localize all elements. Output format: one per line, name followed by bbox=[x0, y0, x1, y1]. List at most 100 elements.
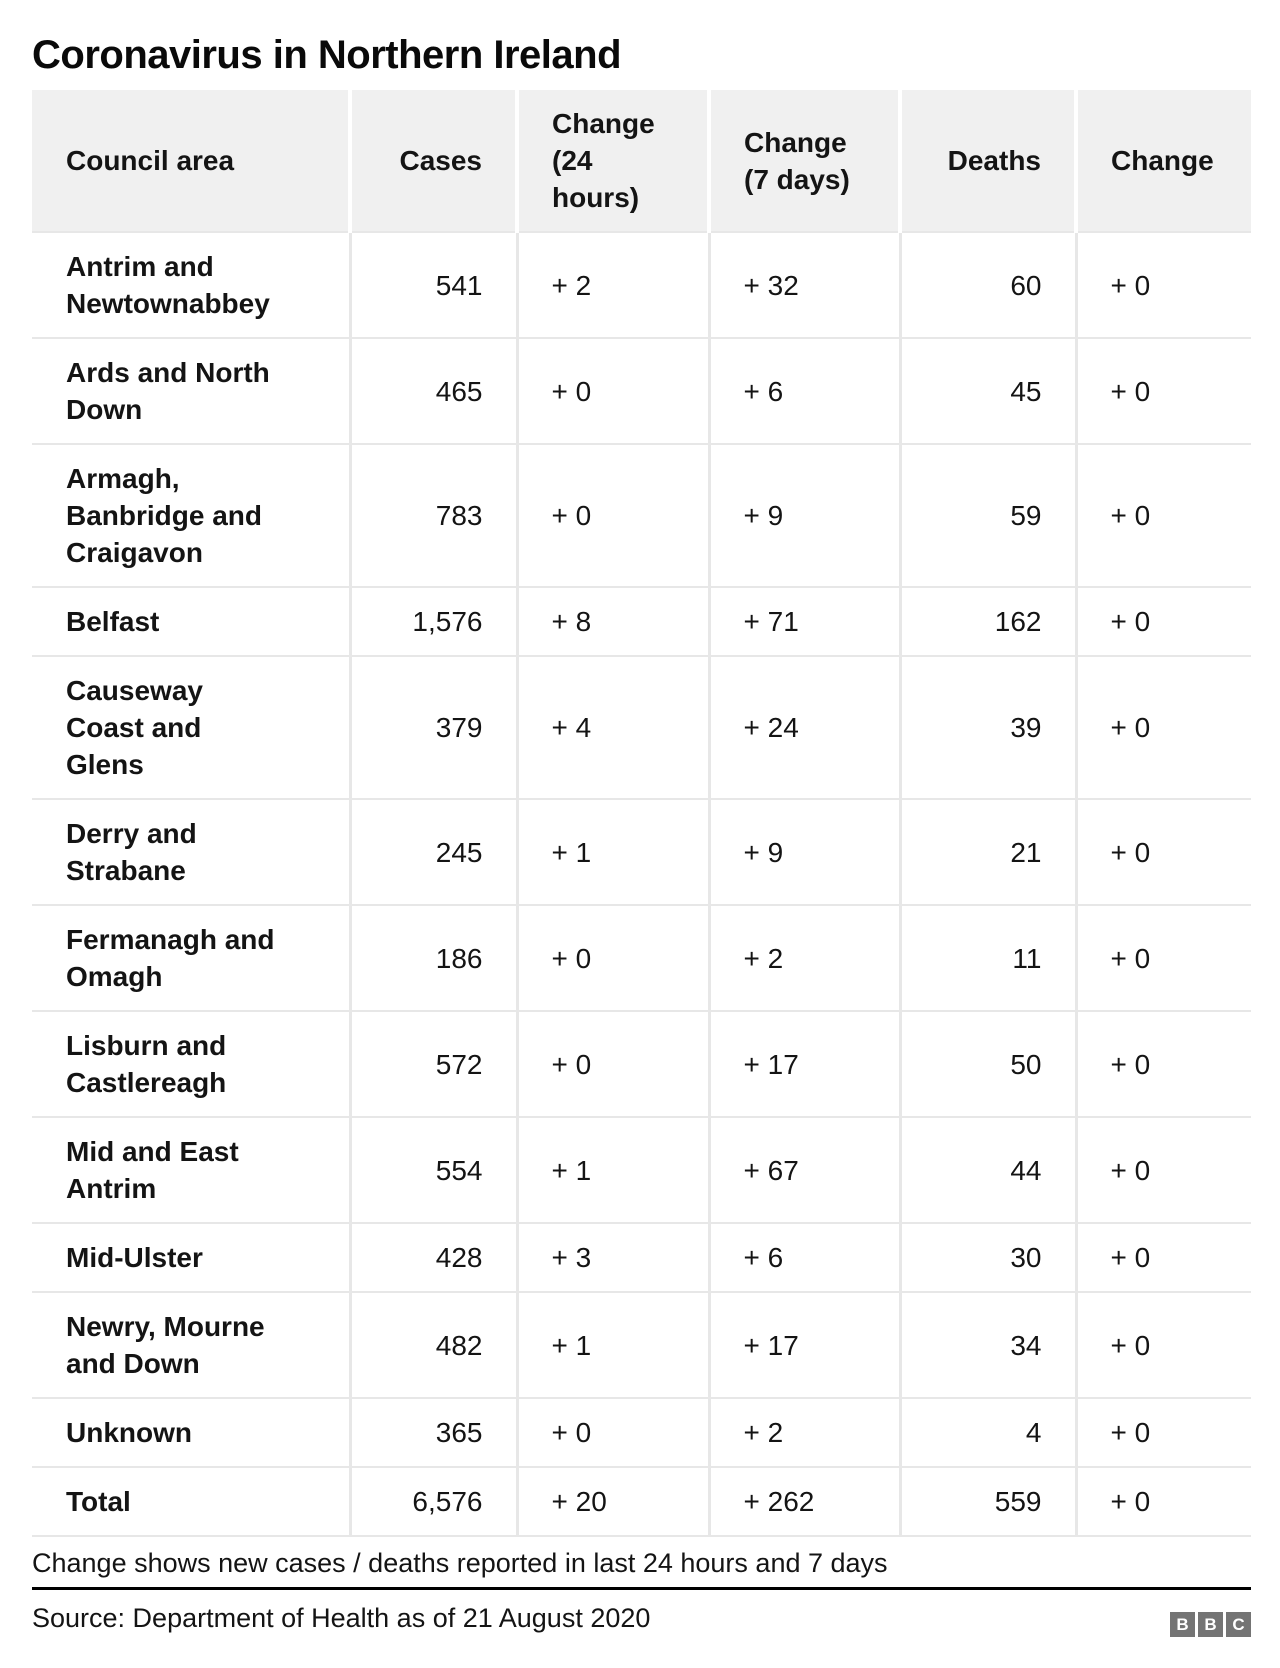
header-row: Council area Cases Change (24 hours) Cha… bbox=[32, 90, 1251, 232]
deaths-cell: 162 bbox=[898, 586, 1076, 656]
change-24h-cell: + 0 bbox=[515, 1397, 709, 1467]
divider-rule bbox=[32, 1587, 1251, 1590]
change-24h-cell: + 2 bbox=[515, 231, 709, 338]
cases-cell: 365 bbox=[348, 1397, 517, 1467]
change-24h-cell: + 0 bbox=[515, 337, 709, 444]
cases-cell: 783 bbox=[348, 443, 517, 587]
deaths-change-cell: + 0 bbox=[1074, 1010, 1251, 1117]
deaths-change-cell: + 0 bbox=[1074, 798, 1251, 905]
header-deaths-change: Change bbox=[1074, 90, 1251, 232]
deaths-cell: 34 bbox=[898, 1291, 1076, 1398]
source-text: Source: Department of Health as of 21 Au… bbox=[32, 1603, 651, 1633]
deaths-change-cell: + 0 bbox=[1074, 231, 1251, 338]
deaths-cell: 4 bbox=[898, 1397, 1076, 1467]
council-area-cell: Belfast bbox=[32, 586, 350, 656]
council-area-cell: Mid-Ulster bbox=[32, 1222, 350, 1292]
deaths-cell: 50 bbox=[898, 1010, 1076, 1117]
change-7d-cell: + 71 bbox=[707, 586, 900, 656]
cases-cell: 1,576 bbox=[348, 586, 517, 656]
page-title: Coronavirus in Northern Ireland bbox=[32, 33, 622, 77]
change-24h-cell: + 1 bbox=[515, 798, 709, 905]
table-row: Lisburn and Castlereagh 572 + 0 + 17 50 … bbox=[32, 1010, 1251, 1117]
deaths-cell: 60 bbox=[898, 231, 1076, 338]
cases-cell: 541 bbox=[348, 231, 517, 338]
change-7d-cell: + 2 bbox=[707, 904, 900, 1011]
deaths-change-cell: + 0 bbox=[1074, 1466, 1251, 1537]
change-24h-cell: + 8 bbox=[515, 586, 709, 656]
change-7d-cell: + 32 bbox=[707, 231, 900, 338]
cases-cell: 465 bbox=[348, 337, 517, 444]
header-cases: Cases bbox=[348, 90, 517, 232]
change-7d-cell: + 17 bbox=[707, 1010, 900, 1117]
change-7d-cell: + 6 bbox=[707, 1222, 900, 1292]
change-7d-cell: + 9 bbox=[707, 798, 900, 905]
table-row: Antrim and Newtownabbey 541 + 2 + 32 60 … bbox=[32, 231, 1251, 338]
bbc-logo-block-c: C bbox=[1226, 1612, 1251, 1637]
table-row: Mid-Ulster 428 + 3 + 6 30 + 0 bbox=[32, 1222, 1251, 1292]
change-24h-cell: + 1 bbox=[515, 1116, 709, 1223]
cases-cell: 554 bbox=[348, 1116, 517, 1223]
change-24h-cell: + 1 bbox=[515, 1291, 709, 1398]
deaths-change-cell: + 0 bbox=[1074, 1116, 1251, 1223]
council-area-cell: Lisburn and Castlereagh bbox=[32, 1010, 350, 1117]
change-24h-cell: + 0 bbox=[515, 1010, 709, 1117]
table-row: Newry, Mourne and Down 482 + 1 + 17 34 +… bbox=[32, 1291, 1251, 1398]
table-row: Fermanagh and Omagh 186 + 0 + 2 11 + 0 bbox=[32, 904, 1251, 1011]
council-area-cell: Unknown bbox=[32, 1397, 350, 1467]
table-row-total: Total 6,576 + 20 + 262 559 + 0 bbox=[32, 1466, 1251, 1537]
change-7d-cell: + 67 bbox=[707, 1116, 900, 1223]
header-deaths: Deaths bbox=[898, 90, 1076, 232]
table-row: Belfast 1,576 + 8 + 71 162 + 0 bbox=[32, 586, 1251, 656]
change-24h-cell: + 0 bbox=[515, 904, 709, 1011]
footnote: Change shows new cases / deaths reported… bbox=[32, 1548, 888, 1578]
covid-table: Council area Cases Change (24 hours) Cha… bbox=[32, 90, 1251, 1537]
table-row: Derry and Strabane 245 + 1 + 9 21 + 0 bbox=[32, 798, 1251, 905]
deaths-cell: 39 bbox=[898, 655, 1076, 799]
table-row: Unknown 365 + 0 + 2 4 + 0 bbox=[32, 1397, 1251, 1467]
council-area-cell: Fermanagh and Omagh bbox=[32, 904, 350, 1011]
deaths-cell: 11 bbox=[898, 904, 1076, 1011]
cases-cell: 379 bbox=[348, 655, 517, 799]
bbc-logo: B B C bbox=[1170, 1612, 1251, 1637]
change-24h-cell: + 4 bbox=[515, 655, 709, 799]
deaths-change-cell: + 0 bbox=[1074, 1291, 1251, 1398]
change-7d-cell: + 17 bbox=[707, 1291, 900, 1398]
deaths-change-cell: + 0 bbox=[1074, 586, 1251, 656]
council-area-cell: Armagh, Banbridge and Craigavon bbox=[32, 443, 350, 587]
table-row: Mid and East Antrim 554 + 1 + 67 44 + 0 bbox=[32, 1116, 1251, 1223]
header-council-area: Council area bbox=[32, 90, 350, 232]
table-row: Armagh, Banbridge and Craigavon 783 + 0 … bbox=[32, 443, 1251, 587]
change-7d-cell: + 24 bbox=[707, 655, 900, 799]
change-7d-cell: + 262 bbox=[707, 1466, 900, 1537]
deaths-change-cell: + 0 bbox=[1074, 1222, 1251, 1292]
header-change-7d: Change (7 days) bbox=[707, 90, 900, 232]
change-7d-cell: + 6 bbox=[707, 337, 900, 444]
council-area-cell: Antrim and Newtownabbey bbox=[32, 231, 350, 338]
deaths-change-cell: + 0 bbox=[1074, 655, 1251, 799]
header-change-24h: Change (24 hours) bbox=[515, 90, 709, 232]
change-24h-cell: + 20 bbox=[515, 1466, 709, 1537]
deaths-cell: 45 bbox=[898, 337, 1076, 444]
change-24h-cell: + 3 bbox=[515, 1222, 709, 1292]
table-row: Ards and North Down 465 + 0 + 6 45 + 0 bbox=[32, 337, 1251, 444]
bbc-logo-block-b2: B bbox=[1198, 1612, 1223, 1637]
cases-cell: 428 bbox=[348, 1222, 517, 1292]
table-header: Council area Cases Change (24 hours) Cha… bbox=[32, 90, 1251, 232]
cases-cell: 572 bbox=[348, 1010, 517, 1117]
cases-cell: 482 bbox=[348, 1291, 517, 1398]
cases-cell: 186 bbox=[348, 904, 517, 1011]
council-area-cell: Newry, Mourne and Down bbox=[32, 1291, 350, 1398]
deaths-change-cell: + 0 bbox=[1074, 337, 1251, 444]
change-24h-cell: + 0 bbox=[515, 443, 709, 587]
council-area-cell: Mid and East Antrim bbox=[32, 1116, 350, 1223]
deaths-cell: 59 bbox=[898, 443, 1076, 587]
deaths-cell: 30 bbox=[898, 1222, 1076, 1292]
cases-cell: 6,576 bbox=[348, 1466, 517, 1537]
deaths-cell: 559 bbox=[898, 1466, 1076, 1537]
deaths-cell: 44 bbox=[898, 1116, 1076, 1223]
page: Coronavirus in Northern Ireland Council … bbox=[32, 0, 1251, 1637]
table-body: Antrim and Newtownabbey 541 + 2 + 32 60 … bbox=[32, 231, 1251, 1537]
deaths-change-cell: + 0 bbox=[1074, 904, 1251, 1011]
source-row: Source: Department of Health as of 21 Au… bbox=[32, 1602, 1251, 1637]
table-row: Causeway Coast and Glens 379 + 4 + 24 39… bbox=[32, 655, 1251, 799]
